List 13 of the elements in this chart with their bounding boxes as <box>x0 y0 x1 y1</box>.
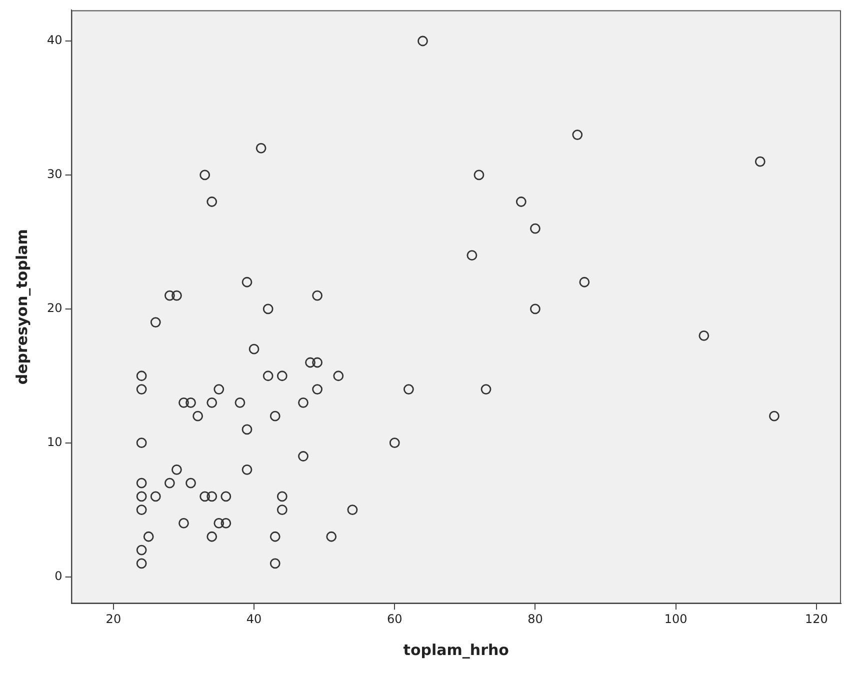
x-tick-label: 60 <box>386 612 402 626</box>
x-tick-label: 100 <box>664 612 688 626</box>
x-tick-label: 40 <box>246 612 262 626</box>
x-tick-label: 120 <box>804 612 828 626</box>
y-tick-label: 20 <box>46 301 62 316</box>
y-tick-label: 0 <box>54 568 62 583</box>
x-tick-label: 20 <box>106 612 122 626</box>
y-tick-label: 30 <box>46 167 62 182</box>
x-tick-label: 80 <box>528 612 543 626</box>
y-tick-label: 10 <box>46 434 62 449</box>
y-axis-title: depresyon_toplam <box>12 229 31 385</box>
y-tick-label: 40 <box>46 33 62 48</box>
x-axis-title: toplam_hrho <box>403 640 509 659</box>
